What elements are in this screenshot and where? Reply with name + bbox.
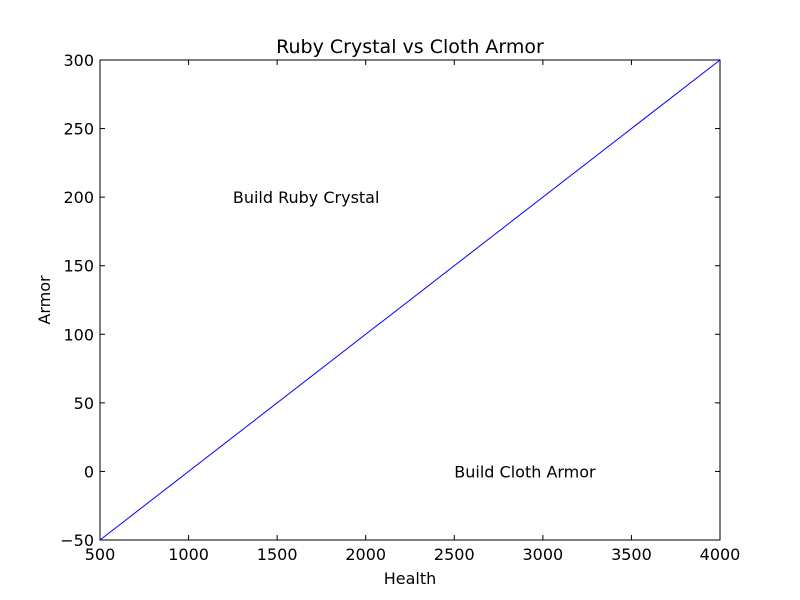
y-tick-label: 150 — [63, 257, 94, 276]
y-axis-label: Armor — [35, 275, 54, 325]
x-tick-label: 2000 — [345, 545, 386, 564]
x-tick-label: 1500 — [257, 545, 298, 564]
x-tick-label: 4000 — [700, 545, 741, 564]
y-tick-label: 200 — [63, 188, 94, 207]
annotation-label: Build Ruby Crystal — [233, 188, 380, 207]
y-tick-label: 0 — [84, 462, 94, 481]
x-tick-label: 3000 — [522, 545, 563, 564]
plot-frame — [99, 59, 721, 541]
plot-area: 500 1000 1500 2000 2500 3000 3500 4000 −50 0 50 100… — [60, 51, 740, 564]
x-tick-label: 3500 — [611, 545, 652, 564]
series-line — [99, 59, 721, 541]
x-tick-label: 1000 — [168, 545, 209, 564]
x-tick-label: 500 — [85, 545, 116, 564]
x-tick-label: 2500 — [434, 545, 475, 564]
y-tick-label: −50 — [60, 531, 94, 550]
chart-title: Ruby Crystal vs Cloth Armor — [276, 36, 544, 58]
x-axis-label: Health — [384, 569, 437, 588]
y-tick-label: 300 — [63, 51, 94, 70]
y-tick-label: 100 — [63, 325, 94, 344]
y-tick-label: 50 — [74, 394, 94, 413]
annotation-label: Build Cloth Armor — [454, 462, 596, 481]
y-tick-label: 250 — [63, 120, 94, 139]
